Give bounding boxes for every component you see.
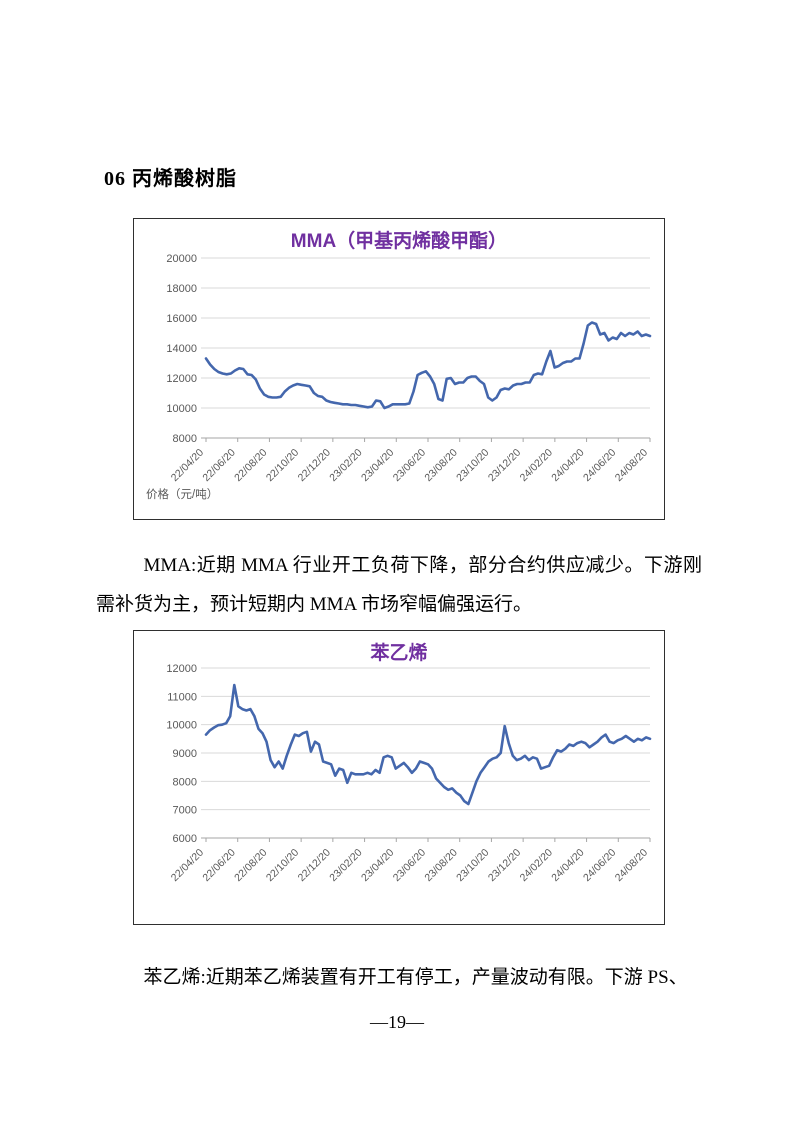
svg-text:23/12/20: 23/12/20 [486,847,523,884]
mma-chart-title: MMA（甲基丙烯酸甲酯） [290,231,508,252]
svg-text:23/08/20: 23/08/20 [422,847,459,884]
styrene-commentary: 苯乙烯:近期苯乙烯装置有开工有停工，产量波动有限。下游 PS、 [143,967,688,988]
svg-text:12000: 12000 [166,664,197,675]
svg-text:18000: 18000 [166,283,197,295]
svg-text:22/04/20: 22/04/20 [169,447,206,484]
svg-text:23/12/20: 23/12/20 [486,447,523,484]
svg-text:22/06/20: 22/06/20 [200,847,237,884]
svg-text:23/04/20: 23/04/20 [359,847,396,884]
svg-text:24/04/20: 24/04/20 [549,847,586,884]
page-number: —19— [370,1012,424,1032]
svg-text:12000: 12000 [166,373,197,385]
svg-text:24/04/20: 24/04/20 [549,447,586,484]
svg-text:8000: 8000 [173,433,197,445]
svg-text:14000: 14000 [166,343,197,355]
svg-text:24/08/20: 24/08/20 [613,447,650,484]
svg-text:10000: 10000 [166,403,197,415]
mma-line-chart-canvas: 20000 18000 16000 14000 12000 10000 8000 22/04/… [146,253,652,501]
svg-text:23/06/20: 23/06/20 [391,847,428,884]
svg-text:22/10/20: 22/10/20 [264,447,301,484]
styrene-chart-title: 苯乙烯 [370,643,428,664]
svg-text:22/12/20: 22/12/20 [296,447,333,484]
svg-text:11000: 11000 [167,691,197,703]
svg-text:8000: 8000 [173,776,197,788]
svg-text:24/06/20: 24/06/20 [581,447,618,484]
svg-text:20000: 20000 [166,253,197,265]
svg-text:10000: 10000 [166,720,197,732]
svg-text:23/06/20: 23/06/20 [391,447,428,484]
svg-text:24/08/20: 24/08/20 [613,847,650,884]
svg-text:22/04/20: 22/04/20 [169,847,206,884]
svg-text:23/08/20: 23/08/20 [422,447,459,484]
svg-text:23/04/20: 23/04/20 [359,447,396,484]
svg-text:22/12/20: 22/12/20 [296,847,333,884]
svg-text:23/10/20: 23/10/20 [454,447,491,484]
svg-text:价格（元/吨）: 价格（元/吨） [146,487,218,501]
svg-text:16000: 16000 [166,313,197,325]
svg-text:9000: 9000 [173,748,197,760]
mma-commentary: MMA:近期 MMA 行业开工负荷下降，部分合约供应减少。下游刚需补货为主，预计… [96,555,702,615]
svg-text:24/02/20: 24/02/20 [518,447,555,484]
svg-text:22/08/20: 22/08/20 [232,847,269,884]
svg-text:24/06/20: 24/06/20 [581,847,618,884]
svg-text:22/08/20: 22/08/20 [232,447,269,484]
svg-text:6000: 6000 [173,833,197,845]
styrene-chart: 苯乙烯 12000 11000 10000 9000 8000 7000 6000 22/04… [133,630,665,925]
svg-text:22/10/20: 22/10/20 [264,847,301,884]
svg-text:23/02/20: 23/02/20 [327,847,364,884]
svg-text:7000: 7000 [173,805,197,817]
svg-text:23/02/20: 23/02/20 [327,447,364,484]
section-heading: 06 丙烯酸树脂 [104,168,237,190]
mma-chart: MMA（甲基丙烯酸甲酯） 20000 18000 16000 14000 12000 10… [133,218,665,520]
svg-text:23/10/20: 23/10/20 [454,847,491,884]
styrene-line-chart-canvas: 120001100010000900080007000600022/04/202… [166,664,652,884]
svg-text:22/06/20: 22/06/20 [200,447,237,484]
svg-text:24/02/20: 24/02/20 [518,847,555,884]
